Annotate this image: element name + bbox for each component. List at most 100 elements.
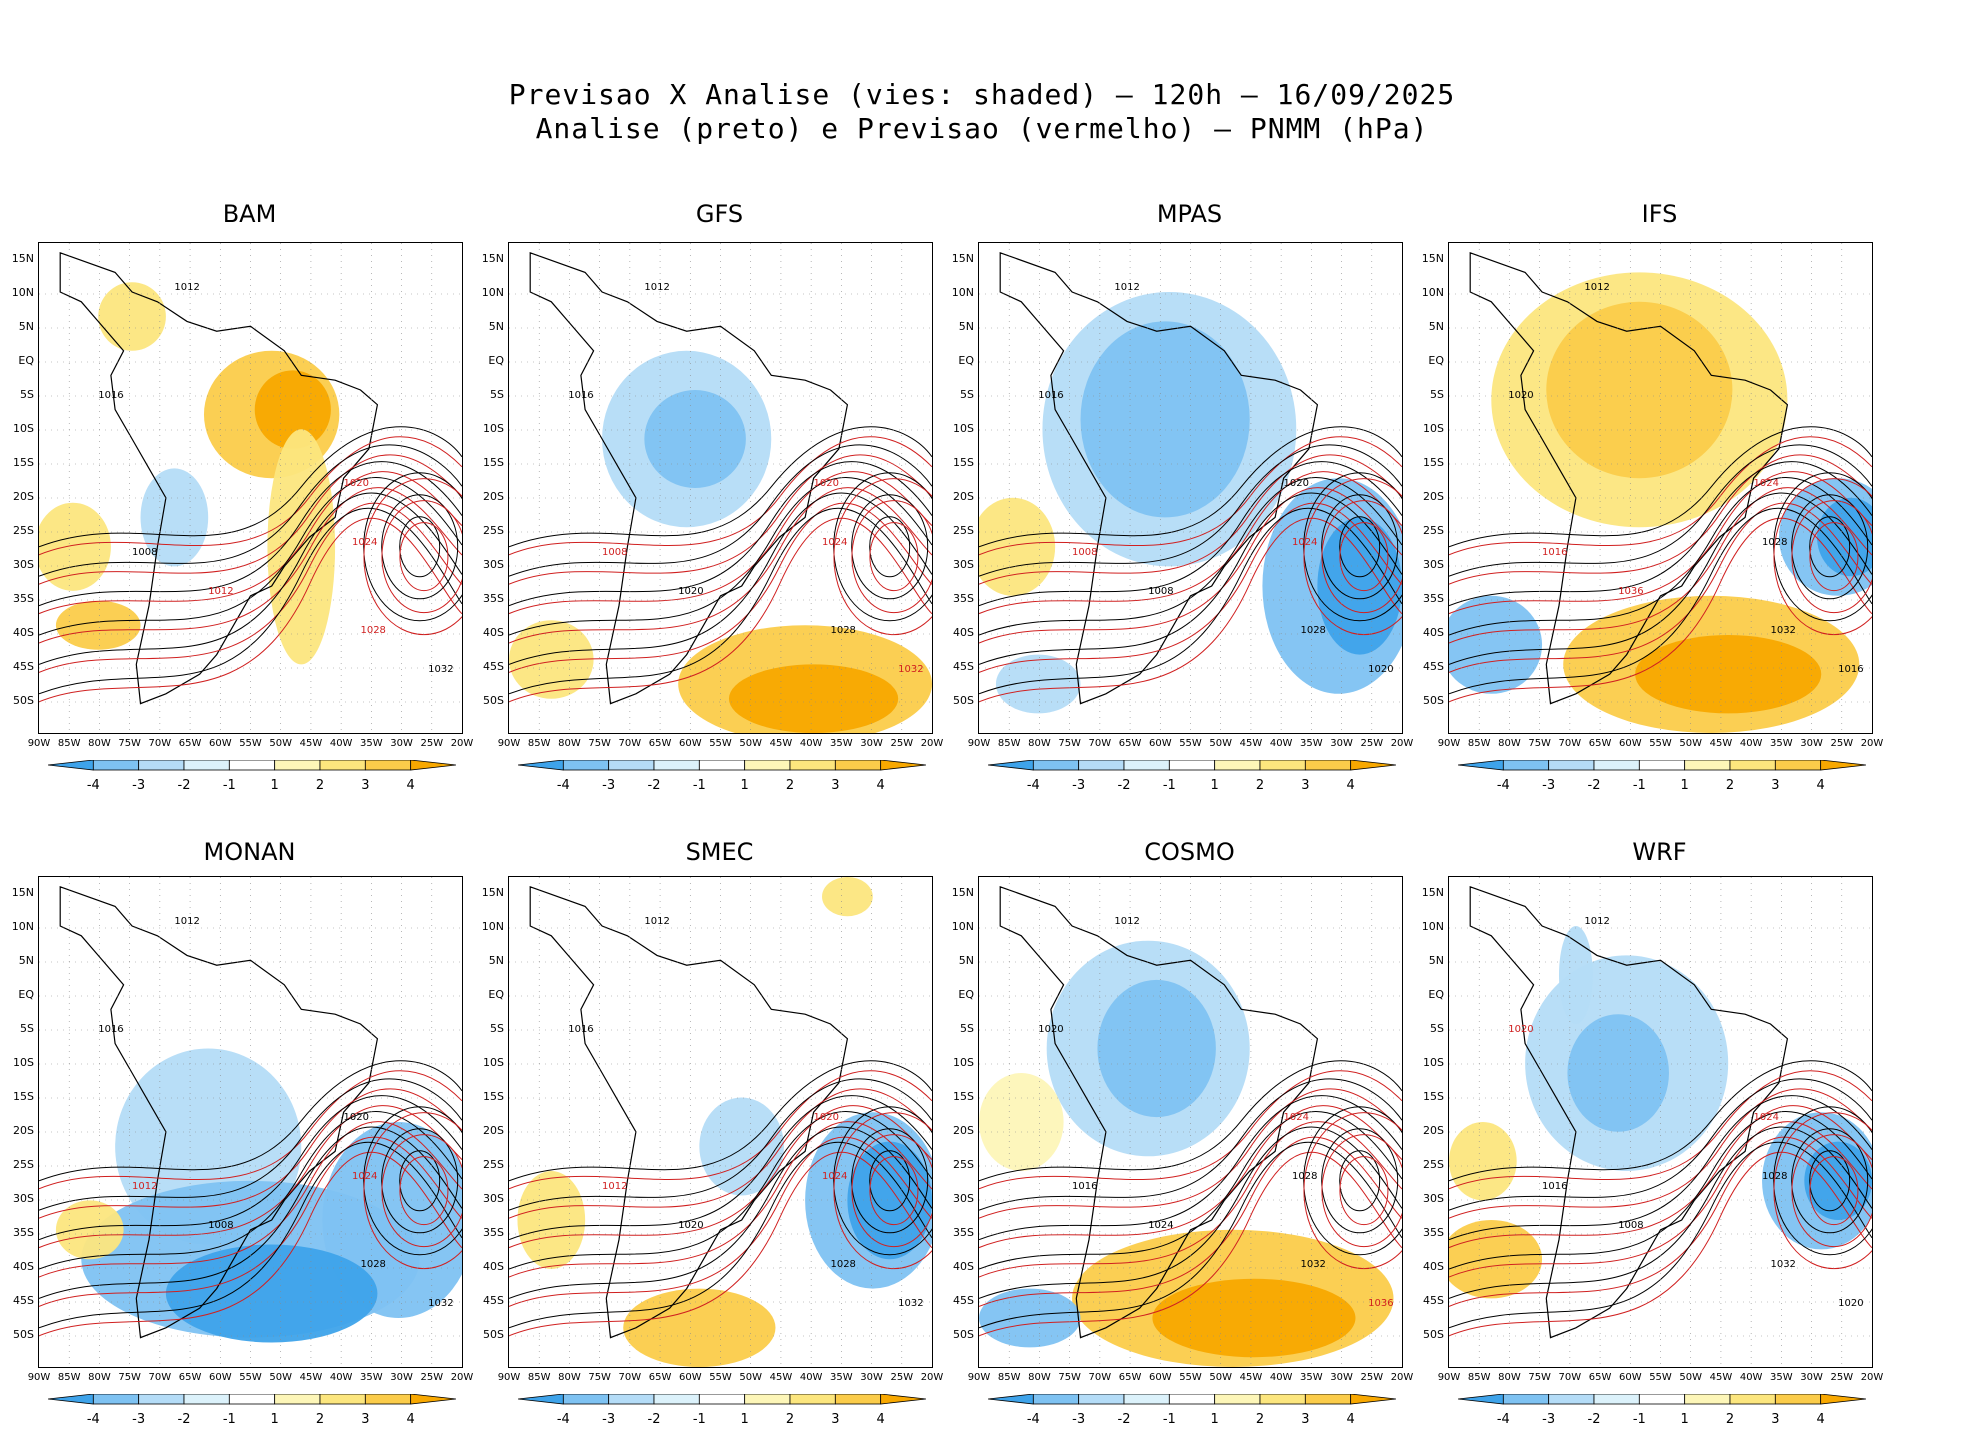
colorbar-label: -4: [556, 778, 570, 793]
latitude-label: 40S: [1423, 626, 1444, 639]
high-pressure-contour: [1809, 516, 1851, 578]
latitude-label: 15S: [483, 1090, 504, 1103]
longitude-label: 85W: [997, 1372, 1021, 1383]
forecast-isobar: [1449, 471, 1872, 615]
high-pressure-contour: [1303, 472, 1402, 622]
colorbar-svg: [1458, 760, 1866, 771]
colorbar-segment: [988, 1394, 1034, 1405]
longitude-label: 45W: [769, 1372, 793, 1383]
forecast-isobar: [979, 1105, 1402, 1249]
latitude-label: 35S: [483, 1226, 504, 1239]
isobar-label: 1032: [428, 664, 454, 676]
colorbar-segment: [789, 760, 836, 771]
longitude-label: 75W: [1058, 1372, 1081, 1383]
analysis-isobar: [979, 1141, 1402, 1329]
colorbar-segment: [834, 1394, 882, 1405]
isobar-label: 1024: [352, 1171, 378, 1182]
longitude-label: 50W: [1679, 1372, 1703, 1383]
latitude-label: 25S: [13, 524, 34, 537]
map-svg: [1449, 243, 1872, 733]
latitude-label: 15S: [13, 456, 34, 469]
latitude-label: 5S: [20, 388, 34, 401]
longitude-label: 45W: [299, 738, 323, 749]
colorbar-label: -2: [1587, 778, 1601, 793]
latitude-label: 30S: [13, 558, 34, 571]
isobar-label: 1028: [360, 625, 386, 637]
high-pressure-contour: [851, 494, 929, 600]
longitude-label: 40W: [799, 738, 823, 749]
isobar-label: 1024: [1148, 1220, 1174, 1231]
latitude-label: EQ: [958, 988, 974, 1001]
colorbar-segment: [653, 760, 700, 771]
bias-shading: [254, 370, 331, 449]
map-panel: 1012 1016 1020 1024 1028 1032 1016 1036: [1448, 242, 1873, 734]
colorbar-segment: [319, 760, 366, 771]
latitude-label: 35S: [13, 1226, 34, 1239]
colorbar-segment: [183, 1394, 230, 1405]
isobar-label: 1012: [602, 1180, 628, 1192]
isobar-label: 1012: [132, 1180, 158, 1192]
isobar-label: 1008: [1618, 1220, 1644, 1231]
colorbar-segment: [319, 1394, 366, 1405]
latitude-label: 15S: [1423, 456, 1444, 469]
colorbar-svg: [518, 760, 926, 771]
colorbar-segment: [880, 1394, 926, 1405]
forecast-isobar: [509, 1121, 932, 1278]
panel-title: MPAS: [1156, 200, 1223, 228]
high-pressure-forecast-contour: [851, 1134, 932, 1248]
forecast-isobar: [509, 1105, 932, 1249]
forecast-isobar: [979, 436, 1402, 556]
latitude-label: 20S: [13, 490, 34, 503]
colorbar-label: -2: [1587, 1412, 1601, 1427]
longitude-label: 20W: [1860, 738, 1884, 749]
colorbar-segment: [364, 760, 412, 771]
longitude-label: 25W: [420, 1372, 444, 1383]
isobar-label: 1008: [602, 546, 628, 558]
latitude-label: 15N: [1421, 252, 1444, 265]
colorbar-segment: [274, 1394, 321, 1405]
longitude-label: 85W: [57, 738, 81, 749]
latitude-label: 10N: [481, 286, 504, 299]
colorbar-segment: [1502, 760, 1550, 771]
figure-title-line2: Analise (preto) e Previsao (vermelho) – …: [535, 112, 1429, 145]
latitude-label: 5S: [20, 1022, 34, 1035]
isobar-label: 1008: [132, 546, 158, 558]
map-panel: 1012 1016 1020 1024 1028 1032 1036 1024: [978, 876, 1403, 1368]
isobar-label: 1016: [98, 390, 124, 401]
longitude-label: 70W: [1088, 738, 1112, 749]
forecast-isobar: [979, 1088, 1402, 1219]
latitude-label: 10S: [13, 1056, 34, 1069]
longitude-label: 75W: [1528, 738, 1551, 749]
colorbar-segment: [988, 760, 1034, 771]
longitude-label: 40W: [1739, 1372, 1763, 1383]
isobar-label: 1012: [644, 282, 670, 294]
colorbar-segment: [834, 760, 882, 771]
longitude-label: 30W: [860, 1372, 883, 1383]
colorbar-segment: [1032, 1394, 1080, 1405]
high-pressure-contour: [399, 516, 441, 578]
longitude-label: 45W: [299, 1372, 323, 1383]
analysis-isobar: [979, 507, 1402, 695]
isobar-label: 1020: [1838, 1298, 1864, 1310]
bias-shading: [1567, 1014, 1669, 1132]
isobar-label: 1016: [568, 1024, 594, 1035]
latitude-label: 40S: [953, 1260, 974, 1273]
high-pressure-forecast-contour: [363, 1112, 462, 1270]
isobar-label: 1020: [1283, 478, 1309, 490]
forecast-isobar: [979, 1121, 1402, 1278]
latitude-label: 15S: [1423, 1090, 1444, 1103]
forecast-isobar: [39, 1070, 462, 1190]
isobar-label: 1032: [428, 1298, 454, 1310]
map-panel: 1012 1012 1016 1020 1024 1028 1032 1008: [38, 876, 463, 1368]
colorbar-segment: [1214, 760, 1261, 771]
forecast-isobar: [39, 1088, 462, 1219]
latitude-label: 40S: [953, 626, 974, 639]
latitude-label: 5S: [1430, 1022, 1444, 1035]
colorbar-label: -3: [1072, 1412, 1086, 1427]
isobar-label: 1032: [1300, 1259, 1326, 1271]
isobar-label: 1024: [352, 537, 378, 548]
forecast-isobar: [39, 1151, 462, 1337]
isobar-label: 1020: [1368, 664, 1394, 676]
map-svg: [979, 877, 1402, 1367]
colorbar-label: -1: [692, 1412, 706, 1427]
